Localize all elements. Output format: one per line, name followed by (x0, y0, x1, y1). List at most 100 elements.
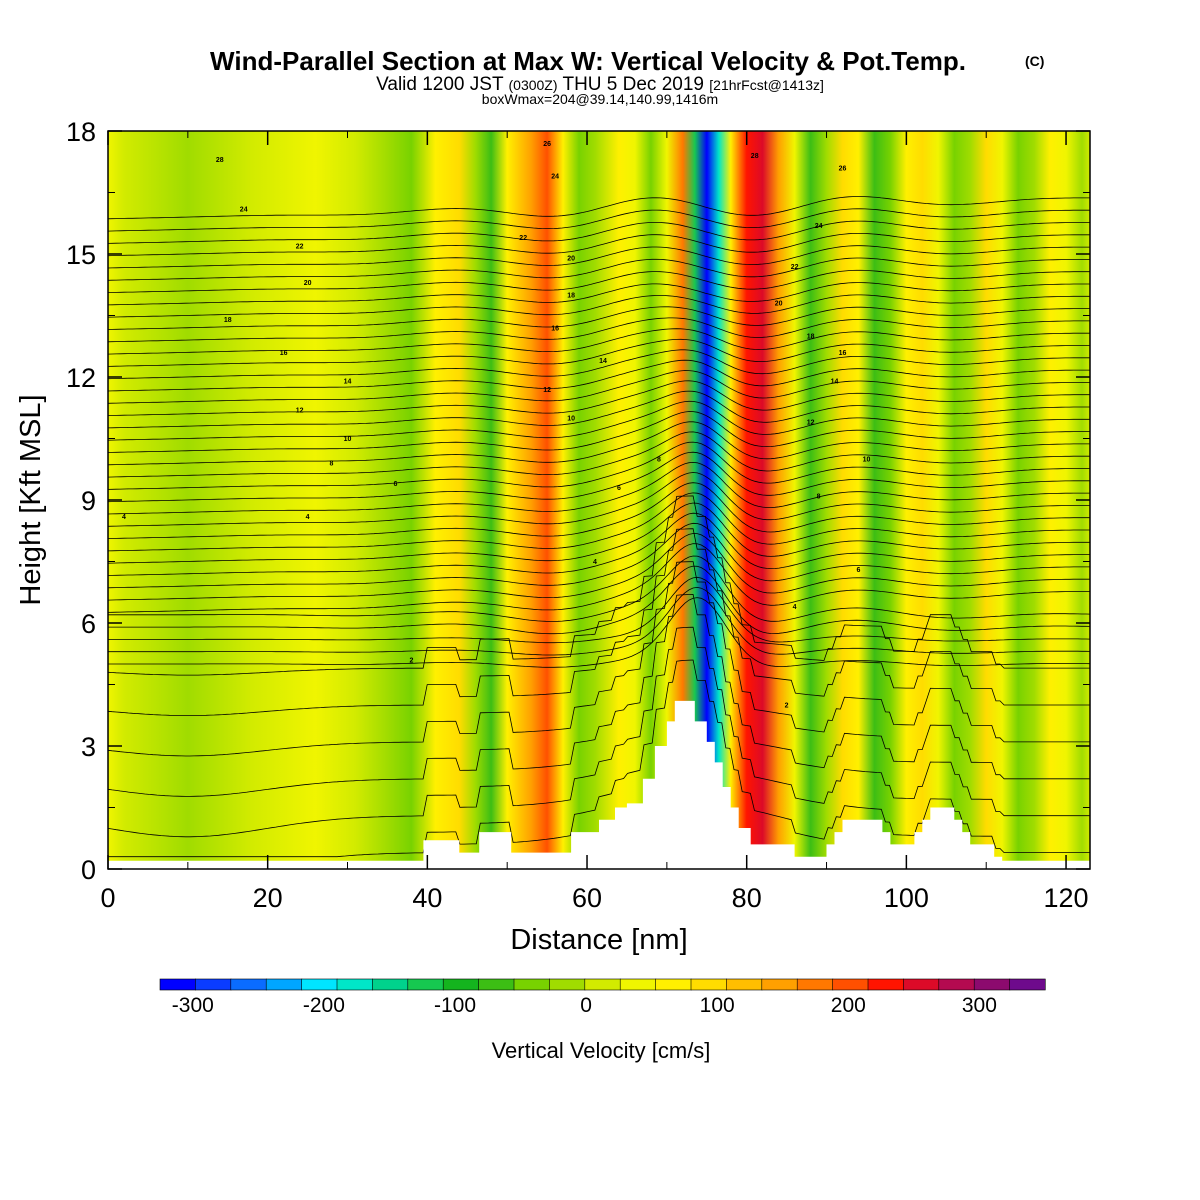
contour-label: 6 (393, 481, 397, 488)
contour-label: 8 (817, 493, 821, 500)
colorbar-tick-label: -300 (172, 994, 214, 1017)
theta-contour-line (108, 472, 1090, 527)
theta-contour-line (108, 597, 1090, 668)
contour-label: 14 (599, 358, 607, 365)
subtitle-utc: (0300Z) (509, 77, 558, 93)
contour-label: 18 (567, 293, 575, 300)
theta-contour-line (108, 282, 1090, 306)
theta-contour-line (108, 390, 1090, 429)
colorbar-swatch (407, 978, 444, 991)
theta-contour-line (108, 528, 1090, 716)
contour-label: 20 (567, 256, 575, 263)
colorbar-tick-label: 300 (962, 994, 997, 1017)
y-tick-label: 6 (81, 609, 96, 639)
contour-label: 6 (857, 567, 861, 574)
theta-contour-line (108, 441, 1090, 490)
y-tick-label: 18 (66, 117, 96, 147)
theta-contour-line (108, 543, 1090, 613)
contour-label: 4 (593, 559, 597, 566)
theta-contour-line (108, 533, 1090, 601)
contour-label: 8 (657, 457, 661, 464)
theta-contour-line (108, 233, 1090, 257)
colorbar-swatch (549, 978, 586, 991)
theta-contour-line (108, 359, 1090, 392)
theta-contour-line (108, 576, 1090, 644)
y-tick-label: 12 (66, 363, 96, 393)
contour-label: 24 (815, 223, 823, 230)
contour-label: 12 (296, 407, 304, 414)
contour-label: 28 (216, 157, 224, 164)
theta-contour-line (108, 328, 1090, 355)
theta-contour-line (108, 349, 1090, 380)
y-tick-label: 3 (81, 732, 96, 762)
contour-label: 28 (751, 153, 759, 160)
contour-label: 22 (296, 243, 304, 250)
x-tick-label: 80 (732, 883, 762, 913)
theta-contour-line (108, 482, 1090, 539)
theta-contour-line (108, 555, 1090, 622)
theta-contour-line (108, 245, 1090, 269)
colorbar-swatch (761, 978, 798, 991)
x-tick-label: 100 (884, 883, 929, 913)
x-axis-label: Distance [nm] (510, 924, 687, 956)
contour-label: 6 (617, 485, 621, 492)
contour-label: 8 (330, 461, 334, 468)
contour-label: 16 (280, 350, 288, 357)
colorbar-swatch (195, 978, 232, 991)
theta-contour-line (108, 400, 1090, 441)
colorbar-swatch (301, 978, 338, 991)
colorbar-swatch (655, 978, 692, 991)
contour-label: 10 (344, 436, 352, 443)
colorbar-tick-label: 200 (831, 994, 866, 1017)
colorbar-swatch (832, 978, 869, 991)
theta-contour-line (108, 502, 1090, 564)
theta-contour-line (108, 626, 1090, 838)
theta-contour-line (108, 512, 1090, 576)
theta-contour-line (108, 220, 1090, 244)
subtitle-valid: Valid 1200 JST (376, 74, 504, 95)
contour-label: 4 (122, 514, 126, 521)
theta-contour-line (108, 380, 1090, 416)
theta-contour-line (108, 586, 1090, 656)
subtitle-forecast: [21hrFcst@1413z] (709, 77, 824, 93)
contour-label: 12 (807, 420, 815, 427)
colorbar-swatch (372, 978, 409, 991)
colorbar-swatch (726, 978, 763, 991)
x-tick-label: 120 (1044, 883, 1089, 913)
colorbar: -300 -200 -100 0 100 200 300 (159, 978, 1046, 1017)
contour-label: 4 (793, 604, 797, 611)
contour-label: 14 (831, 379, 839, 386)
theta-contour-line (108, 338, 1090, 367)
contour-label: 16 (839, 350, 847, 357)
theta-contour-line (108, 317, 1090, 343)
x-tick-label: 20 (253, 883, 283, 913)
colorbar-tick-label: 100 (700, 994, 735, 1017)
contour-label: 10 (567, 416, 575, 423)
colorbar-swatch (513, 978, 551, 991)
contour-label: 20 (304, 280, 312, 287)
colorbar-tick-label: 0 (580, 994, 592, 1017)
theta-contour-line (108, 431, 1090, 478)
theta-contour-line (108, 659, 1090, 858)
chart-subtitle-2: boxWmax=204@39.14,140.99,1416m (482, 91, 718, 107)
colorbar-tick-label: -200 (303, 994, 345, 1017)
theta-contour-line (108, 565, 1090, 635)
vertical-velocity-shading (108, 131, 1090, 869)
contour-label: 16 (551, 325, 559, 332)
subtitle-date: THU 5 Dec 2019 (562, 74, 704, 95)
x-axis-ticks: 0 20 40 60 80 100 120 (100, 131, 1089, 913)
theta-contour-line (108, 294, 1090, 318)
y-tick-label: 9 (81, 486, 96, 516)
chart-subtitle: Valid 1200 JST (0300Z) THU 5 Dec 2019 [2… (376, 74, 824, 95)
y-tick-label: 0 (81, 855, 96, 885)
potential-temperature-contours (108, 196, 1090, 858)
y-axis-ticks: 0 3 6 9 12 15 18 (66, 117, 1090, 885)
theta-contour-line (108, 522, 1090, 589)
contour-label: 12 (543, 387, 551, 394)
contour-label: 2 (409, 657, 413, 664)
contour-label: 20 (775, 301, 783, 308)
colorbar-label: Vertical Velocity [cm/s] (492, 1038, 711, 1063)
contour-label: 14 (344, 379, 352, 386)
contour-label: 22 (519, 235, 527, 242)
colorbar-tick-label: -100 (434, 994, 476, 1017)
